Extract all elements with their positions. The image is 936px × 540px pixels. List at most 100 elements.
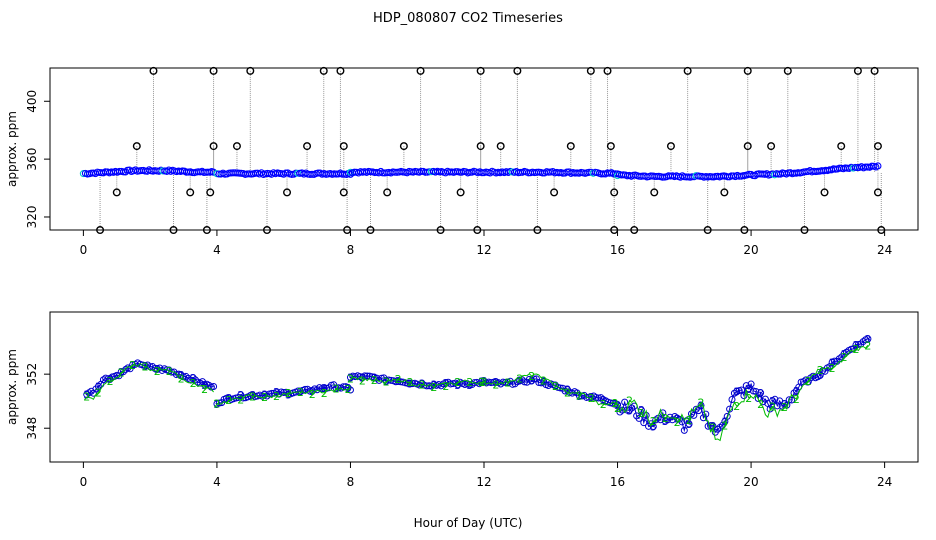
- series-marker-2: 2: [309, 388, 316, 401]
- series-point-3: [408, 380, 416, 388]
- series-marker-3: 3: [237, 389, 244, 402]
- series-marker-2: 2: [107, 375, 114, 388]
- series-marker-3: 3: [407, 378, 414, 391]
- series-marker-2: 2: [528, 370, 535, 383]
- series-marker-2: 2: [285, 387, 292, 400]
- series-marker-3: 3: [600, 394, 607, 407]
- top-x-axis: 0 4 8 12 16 20 24: [80, 230, 892, 257]
- series-point-3: [532, 375, 540, 383]
- series-point-3: [771, 395, 779, 403]
- bottom-x-axis: 0 4 8 12 16 20 24: [80, 462, 892, 489]
- outlier-point: [149, 66, 158, 75]
- series-marker-2: 2: [225, 394, 232, 407]
- series-marker-2: 2: [817, 364, 824, 377]
- outlier-point: [703, 225, 712, 234]
- series-point-3: [597, 394, 605, 402]
- outlier-point: [339, 142, 348, 151]
- x-tick-label: 24: [877, 475, 892, 489]
- x-axis-label: Hour of Day (UTC): [414, 516, 523, 530]
- series-marker-2: 2: [781, 401, 788, 414]
- series-point-3: [423, 382, 431, 390]
- series-point-3: [614, 401, 622, 409]
- series-point-3: [282, 388, 290, 396]
- baseline-point: [346, 170, 355, 178]
- outlier-point: [416, 66, 425, 75]
- series-point-3: [280, 389, 288, 397]
- series-marker-2: 2: [829, 362, 836, 375]
- series-marker-2: 2: [674, 416, 681, 429]
- outlier-point: [303, 142, 312, 151]
- series-point-3: [649, 423, 657, 431]
- y-tick-label: 348: [25, 417, 39, 440]
- outlier-point: [436, 225, 445, 234]
- series-marker-2: 2: [273, 390, 280, 403]
- outlier-point: [513, 66, 522, 75]
- series-point-3: [766, 405, 774, 413]
- series-point-3: [685, 420, 693, 428]
- series-marker-2: 2: [178, 372, 185, 385]
- outlier-point: [630, 225, 639, 234]
- series-marker-3: 3: [321, 382, 328, 395]
- chart-title: HDP_080807 CO2 Timeseries: [373, 11, 563, 26]
- series-marker-2: 2: [650, 415, 657, 428]
- series-marker-2: 2: [419, 378, 426, 391]
- series-point-3: [187, 376, 195, 384]
- series-point-3: [718, 421, 726, 429]
- series-marker-3: 3: [466, 379, 473, 392]
- outlier-point: [283, 188, 292, 197]
- top-panel: approx. ppm 0 4 8 12 16 20 24 320 360 400: [5, 66, 919, 257]
- outlier-point: [873, 142, 882, 151]
- series-marker-2: 2: [371, 374, 378, 387]
- top-y-axis-label: approx. ppm: [5, 111, 19, 187]
- series-point-3: [530, 375, 538, 383]
- series-marker-3: 3: [261, 389, 268, 402]
- outlier-point: [566, 142, 575, 151]
- series-marker-3: 3: [492, 376, 499, 389]
- series-point-3: [680, 426, 688, 434]
- series-marker-2: 2: [454, 376, 461, 389]
- series-point-3: [320, 384, 328, 392]
- outlier-point: [319, 66, 328, 75]
- series-point-3: [301, 385, 309, 393]
- outlier-point: [206, 188, 215, 197]
- series-line-3: [216, 384, 351, 405]
- outlier-point: [209, 142, 218, 151]
- series-marker-2: 2: [516, 372, 523, 385]
- series-point-3: [778, 402, 786, 410]
- outlier-point: [186, 188, 195, 197]
- series-marker-2: 2: [190, 377, 197, 390]
- series-point-3: [699, 414, 707, 422]
- series-marker-3: 3: [674, 412, 681, 425]
- series-marker-2: 2: [261, 391, 268, 404]
- series-point-3: [222, 394, 230, 402]
- outlier-point: [533, 225, 542, 234]
- series-marker-2: 2: [359, 374, 366, 387]
- series-point-3: [790, 389, 798, 397]
- series-point-3: [344, 384, 352, 392]
- series-marker-3: 3: [576, 390, 583, 403]
- outlier-point: [740, 225, 749, 234]
- series-point-3: [785, 396, 793, 404]
- series-point-3: [575, 392, 583, 400]
- series-point-3: [239, 394, 247, 402]
- series-point-3: [747, 380, 755, 388]
- series-point-3: [535, 378, 543, 386]
- series-marker-3: 3: [626, 404, 633, 417]
- series-point-3: [690, 411, 698, 419]
- series-marker-2: 2: [614, 402, 621, 415]
- series-marker-2: 2: [142, 361, 149, 374]
- series-point-3: [516, 376, 524, 384]
- series-point-3: [119, 368, 127, 376]
- series-point-3: [580, 391, 588, 399]
- series-marker-3: 3: [817, 369, 824, 382]
- series-marker-2: 2: [321, 387, 328, 400]
- x-tick-label: 4: [213, 243, 221, 257]
- series-marker-3: 3: [853, 339, 860, 352]
- series-marker-2: 2: [83, 391, 90, 404]
- series-point-3: [406, 380, 414, 388]
- top-y-axis: 320 360 400: [25, 90, 50, 229]
- y-tick-label: 320: [25, 206, 39, 229]
- series-marker-2: 2: [757, 398, 764, 411]
- x-tick-label: 20: [743, 475, 758, 489]
- series-point-3: [189, 374, 197, 382]
